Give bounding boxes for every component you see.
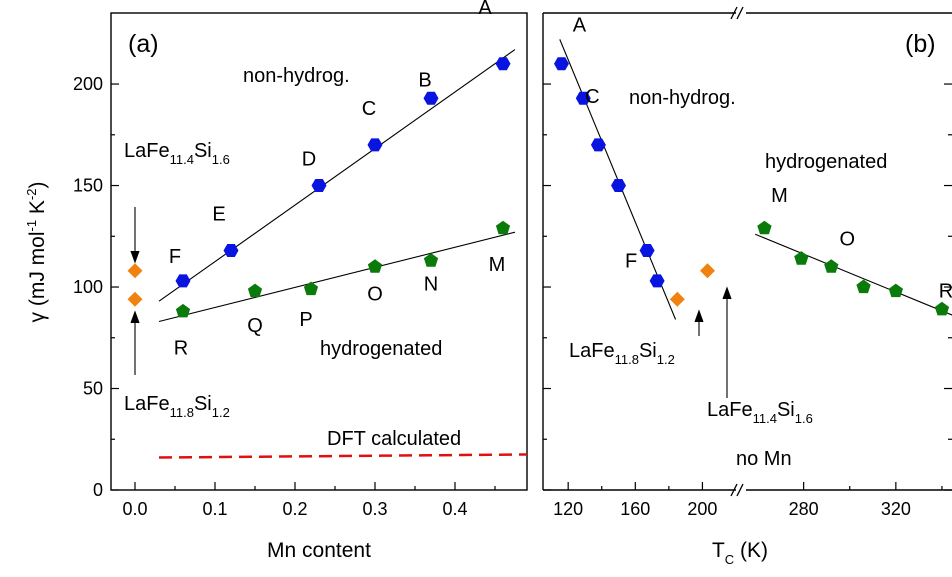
panel-b-point-pentagon [794, 251, 809, 265]
panel-b-point-hexagon [590, 138, 606, 152]
panel-b-tag: (b) [905, 30, 936, 58]
panel-b-no-mn-label: no Mn [736, 448, 792, 470]
panel-a-point-label: R [174, 337, 188, 359]
panel-a-y-tick-label: 0 [93, 480, 103, 500]
panel-b-x-tick-label: 280 [789, 499, 819, 519]
panel-a-x-axis-title: Mn content [267, 539, 371, 562]
panel-b-point-hexagon [575, 91, 591, 105]
panel-b-point-pentagon [757, 220, 772, 235]
panel-b-point-label: M [771, 185, 788, 207]
panel-b-point-label: A [573, 15, 587, 37]
panel-b-point-diamond [700, 263, 715, 279]
panel-b-point-label: C [585, 86, 599, 108]
panel-b-point-label: F [625, 250, 637, 272]
panel-a-x-tick-label: 0.2 [282, 499, 307, 519]
panel-b-annotation-lafe114si16: LaFe11.4Si1.6 [707, 399, 813, 426]
panel-a-annotation-lafe114si16: LaFe11.4Si1.6 [124, 140, 230, 167]
panel-a-point-label: O [367, 284, 383, 306]
panel-b-point-pentagon [824, 259, 839, 273]
panel-a-point-hexagon [175, 274, 191, 288]
panel-a-dft-label: DFT calculated [327, 428, 461, 450]
panel-a-x-tick-label: 0.3 [362, 499, 387, 519]
panel-a-point-diamond [127, 291, 143, 307]
panel-b-nonhydrog-label: non-hydrog. [629, 87, 736, 109]
panel-a-point-label: F [169, 246, 181, 268]
panel-a-x-tick-label: 0.0 [122, 499, 147, 519]
panel-a-point-hexagon [223, 244, 239, 257]
axis-break-marks [730, 6, 744, 497]
panel-a-point-pentagon [495, 220, 511, 235]
panel-b-x-tick-label: 120 [553, 499, 583, 519]
y-axis-title: γ (mJ mol-1 K-2) [24, 182, 49, 323]
panel-a-tag: (a) [128, 30, 159, 58]
panel-b-hydrogenated-label: hydrogenated [765, 151, 887, 173]
panel-a: 0 50 100 150 200 0.0 0.1 0.2 0.3 0.4 F E D C B A R Q P O N M [73, 0, 528, 519]
panel-a-nonhydrog-label: non-hydrog. [243, 65, 350, 87]
panel-a-fit-line [158, 231, 516, 323]
panel-a-hydrogenated-label: hydrogenated [320, 338, 442, 360]
panel-b-point-hexagon [554, 57, 569, 71]
panel-b-point-pentagon [888, 283, 903, 298]
panel-a-point-label: D [302, 149, 316, 171]
panel-a-point-pentagon [423, 253, 439, 267]
panel-b-fit-line [755, 233, 952, 316]
panel-b-point-diamond [669, 291, 685, 307]
panel-b-point-hexagon [639, 244, 655, 257]
panel-a-dft-line [158, 453, 528, 459]
panel-a-frame [110, 12, 528, 491]
panel-a-point-label: E [212, 203, 225, 225]
panel-a-point-label: C [362, 98, 376, 120]
panel-a-point-label: N [424, 274, 438, 296]
panel-a-point-diamond [127, 263, 143, 279]
panel-a-point-label: M [489, 254, 506, 276]
panel-b-frame [542, 12, 952, 491]
panel-a-x-tick-label: 0.4 [442, 499, 467, 519]
panel-a-annotation-lafe118si12: LaFe11.8Si1.2 [124, 393, 230, 420]
panel-a-point-hexagon [423, 91, 439, 105]
panel-b-point-label: R [939, 280, 952, 302]
panel-a-point-pentagon [303, 281, 319, 296]
panel-a-point-label: A [478, 0, 492, 19]
panel-b-point-pentagon [934, 301, 950, 316]
panel-a-x-tick-label: 0.1 [202, 499, 227, 519]
panel-a-y-tick-label: 150 [73, 176, 103, 196]
panel-a-point-hexagon [367, 138, 383, 152]
panel-a-point-hexagon [311, 179, 327, 192]
panel-b-point-pentagon [856, 279, 871, 294]
panel-a-y-tick-label: 100 [73, 277, 103, 297]
panel-a-fit-line [158, 49, 516, 302]
panel-a-annotation-arrows [130, 207, 140, 375]
panel-b-x-tick-label: 160 [620, 499, 650, 519]
panel-a-point-pentagon [367, 259, 383, 273]
panel-a-y-tick-label: 50 [83, 379, 103, 399]
panel-b: 120 160 200 280 320 A C F M O R [543, 15, 952, 519]
panel-a-point-label: P [299, 309, 312, 331]
panel-a-point-pentagon [247, 283, 263, 298]
panel-b-point-hexagon [649, 274, 665, 288]
panel-b-x-tick-label: 320 [881, 499, 911, 519]
panel-a-point-pentagon [175, 303, 191, 318]
panel-b-point-label: O [840, 229, 856, 251]
panel-b-point-hexagon [611, 179, 626, 192]
panel-a-point-label: B [418, 69, 431, 91]
panel-b-x-tick-label: 200 [687, 499, 717, 519]
panel-a-y-tick-label: 200 [73, 74, 103, 94]
panel-b-annotation-lafe118si12: LaFe11.8Si1.2 [569, 340, 675, 367]
panel-b-annotation-arrows [694, 286, 732, 398]
panel-a-point-label: Q [247, 315, 263, 337]
panel-b-x-axis-title: TC (K) [712, 539, 768, 567]
panel-a-point-hexagon [495, 57, 511, 71]
